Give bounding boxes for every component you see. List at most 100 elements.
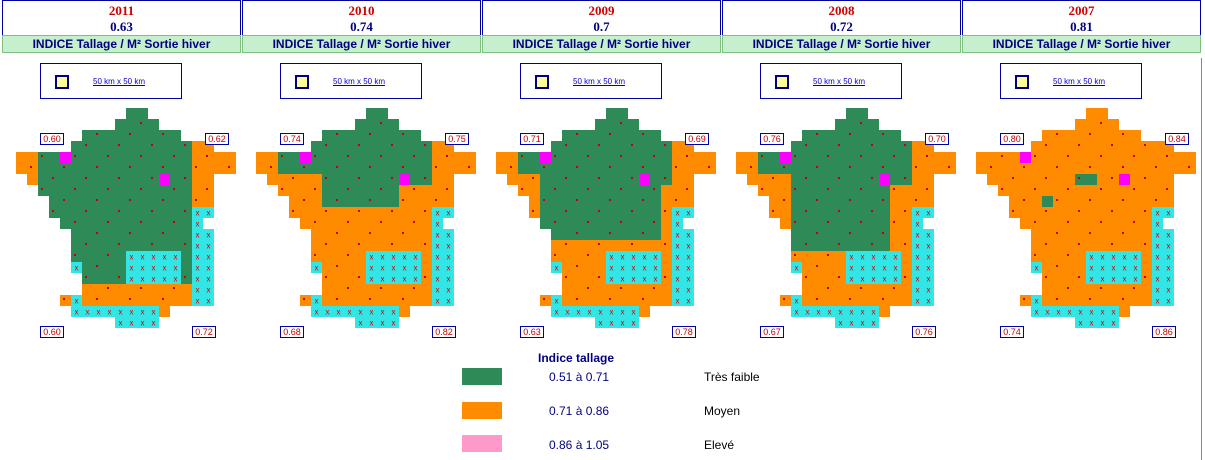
grid-cell xyxy=(846,207,857,218)
grid-cell xyxy=(1086,273,1097,284)
station-marker xyxy=(1089,232,1091,234)
grid-cell xyxy=(661,163,672,174)
station-marker xyxy=(521,155,523,157)
station-marker xyxy=(1122,166,1124,168)
grid-cell xyxy=(672,196,683,207)
no-data-mark: x xyxy=(207,231,211,240)
grid-cell xyxy=(769,163,780,174)
station-marker xyxy=(1089,199,1091,201)
grid-cell xyxy=(1086,262,1097,273)
station-marker xyxy=(860,155,862,157)
station-marker xyxy=(96,232,98,234)
grid-cell xyxy=(1042,196,1053,207)
grid-cell xyxy=(1141,152,1152,163)
grid-cell xyxy=(137,317,148,328)
scale-link[interactable]: 50 km x 50 km xyxy=(93,77,146,86)
grid-cell xyxy=(1097,295,1108,306)
grid-cell xyxy=(1053,196,1064,207)
scale-link[interactable]: 50 km x 50 km xyxy=(813,77,866,86)
grid-cell xyxy=(137,229,148,240)
no-data-mark: x xyxy=(894,275,898,284)
grid-cell xyxy=(115,284,126,295)
grid-cell xyxy=(1152,251,1163,262)
year-header: 2009 0.7 xyxy=(482,0,721,35)
grid-cell xyxy=(377,152,388,163)
grid-cell xyxy=(1064,273,1075,284)
year-header: 2007 0.81 xyxy=(962,0,1201,35)
grid-cell xyxy=(606,141,617,152)
grid-cell xyxy=(399,306,410,317)
grid-cell xyxy=(835,163,846,174)
grid-cell xyxy=(628,317,639,328)
no-data-mark: x xyxy=(927,253,931,262)
station-marker xyxy=(783,166,785,168)
grid-cell xyxy=(912,152,923,163)
grid-cell xyxy=(998,185,1009,196)
station-marker xyxy=(576,199,578,201)
grid-cell xyxy=(148,196,159,207)
grid-cell xyxy=(683,273,694,284)
no-data-mark: x xyxy=(370,275,374,284)
legend-range-very-low: 0.51 à 0.71 xyxy=(549,370,610,384)
grid-cell xyxy=(344,306,355,317)
station-marker xyxy=(631,177,633,179)
grid-cell xyxy=(71,196,82,207)
grid-cell xyxy=(1086,306,1097,317)
station-marker xyxy=(96,298,98,300)
no-data-mark: x xyxy=(872,264,876,273)
grid-cell xyxy=(1086,174,1097,185)
scale-link[interactable]: 50 km x 50 km xyxy=(333,77,386,86)
grid-cell xyxy=(879,130,890,141)
grid-cell xyxy=(683,163,694,174)
station-marker xyxy=(587,254,589,256)
grid-cell xyxy=(650,174,661,185)
station-marker xyxy=(860,287,862,289)
grid-cell xyxy=(1108,295,1119,306)
station-marker xyxy=(686,155,688,157)
grid-cell xyxy=(148,174,159,185)
station-marker xyxy=(816,199,818,201)
grid-cell xyxy=(639,152,650,163)
no-data-mark: x xyxy=(916,253,920,262)
grid-cell xyxy=(300,185,311,196)
grid-cell xyxy=(93,141,104,152)
grid-cell xyxy=(377,317,388,328)
no-data-mark: x xyxy=(555,308,559,317)
grid-cell xyxy=(639,207,650,218)
no-data-mark: x xyxy=(610,264,614,273)
no-data-mark: x xyxy=(1035,264,1039,273)
grid-cell xyxy=(355,317,366,328)
grid-cell xyxy=(333,185,344,196)
grid-cell xyxy=(300,174,311,185)
station-marker xyxy=(1078,276,1080,278)
grid-cell xyxy=(203,262,214,273)
grid-cell xyxy=(813,196,824,207)
station-marker xyxy=(380,188,382,190)
station-marker xyxy=(1155,166,1157,168)
no-data-mark: x xyxy=(141,253,145,262)
no-data-mark: x xyxy=(1090,264,1094,273)
grid-cell xyxy=(115,317,126,328)
grid-cell xyxy=(824,185,835,196)
grid-cell xyxy=(661,284,672,295)
station-marker xyxy=(882,133,884,135)
no-data-mark: x xyxy=(883,264,887,273)
grid-cell xyxy=(835,174,846,185)
grid-cell xyxy=(879,185,890,196)
grid-cell xyxy=(1130,240,1141,251)
grid-cell xyxy=(1020,174,1031,185)
grid-cell xyxy=(584,284,595,295)
station-marker xyxy=(554,188,556,190)
grid-cell xyxy=(1009,152,1020,163)
scale-link[interactable]: 50 km x 50 km xyxy=(1053,77,1106,86)
scale-link[interactable]: 50 km x 50 km xyxy=(573,77,626,86)
grid-cell xyxy=(1086,240,1097,251)
no-data-mark: x xyxy=(861,275,865,284)
grid-cell xyxy=(1141,295,1152,306)
grid-cell xyxy=(672,295,683,306)
grid-cell xyxy=(137,295,148,306)
grid-cell xyxy=(443,262,454,273)
grid-cell xyxy=(1075,174,1086,185)
no-data-mark: x xyxy=(447,275,451,284)
station-marker xyxy=(173,287,175,289)
